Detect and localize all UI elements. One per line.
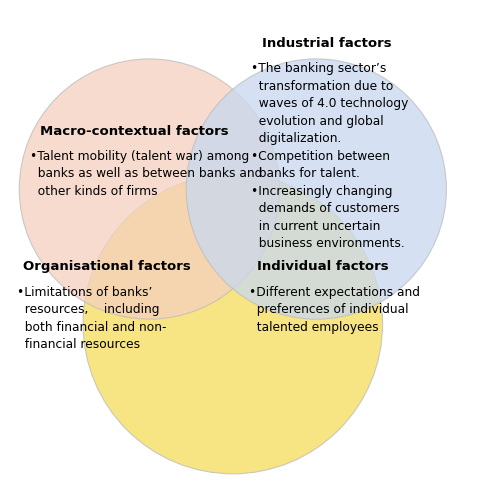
Circle shape (83, 174, 382, 474)
Text: •Talent mobility (talent war) among
  banks as well as between banks and
  other: •Talent mobility (talent war) among bank… (30, 150, 262, 198)
Text: Organisational factors: Organisational factors (23, 260, 191, 273)
Circle shape (19, 59, 280, 319)
Text: Macro-contextual factors: Macro-contextual factors (40, 125, 228, 138)
Text: •The banking sector’s
  transformation due to
  waves of 4.0 technology
  evolut: •The banking sector’s transformation due… (252, 62, 409, 250)
Text: Industrial factors: Industrial factors (262, 37, 392, 50)
Text: •Limitations of banks’
  resources,    including
  both financial and non-
  fin: •Limitations of banks’ resources, includ… (17, 286, 167, 351)
Text: •Different expectations and
  preferences of individual
  talented employees: •Different expectations and preferences … (249, 286, 420, 334)
Circle shape (186, 59, 446, 319)
Text: Individual factors: Individual factors (258, 260, 389, 273)
